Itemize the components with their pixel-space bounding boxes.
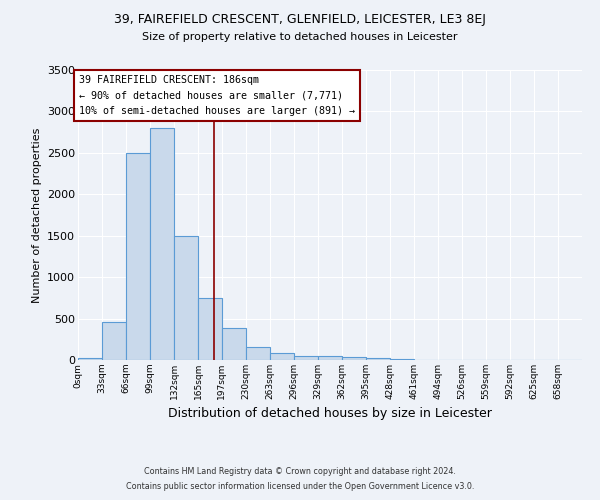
Bar — [318, 356, 342, 360]
Bar — [126, 153, 150, 360]
Text: 39 FAIREFIELD CRESCENT: 186sqm
← 90% of detached houses are smaller (7,771)
10% : 39 FAIREFIELD CRESCENT: 186sqm ← 90% of … — [79, 75, 355, 116]
Bar — [342, 356, 366, 360]
Text: Size of property relative to detached houses in Leicester: Size of property relative to detached ho… — [142, 32, 458, 42]
Y-axis label: Number of detached properties: Number of detached properties — [32, 128, 41, 302]
Bar — [199, 298, 223, 360]
Bar — [294, 356, 318, 360]
Bar — [246, 346, 270, 360]
Bar — [270, 352, 294, 360]
Bar — [102, 322, 126, 360]
Text: Contains public sector information licensed under the Open Government Licence v3: Contains public sector information licen… — [126, 482, 474, 491]
Bar — [366, 358, 390, 360]
Text: 39, FAIREFIELD CRESCENT, GLENFIELD, LEICESTER, LE3 8EJ: 39, FAIREFIELD CRESCENT, GLENFIELD, LEIC… — [114, 12, 486, 26]
Text: Contains HM Land Registry data © Crown copyright and database right 2024.: Contains HM Land Registry data © Crown c… — [144, 467, 456, 476]
Bar — [150, 128, 174, 360]
Bar — [221, 328, 246, 360]
Bar — [174, 236, 199, 360]
Bar — [78, 358, 102, 360]
X-axis label: Distribution of detached houses by size in Leicester: Distribution of detached houses by size … — [168, 408, 492, 420]
Bar — [390, 359, 414, 360]
